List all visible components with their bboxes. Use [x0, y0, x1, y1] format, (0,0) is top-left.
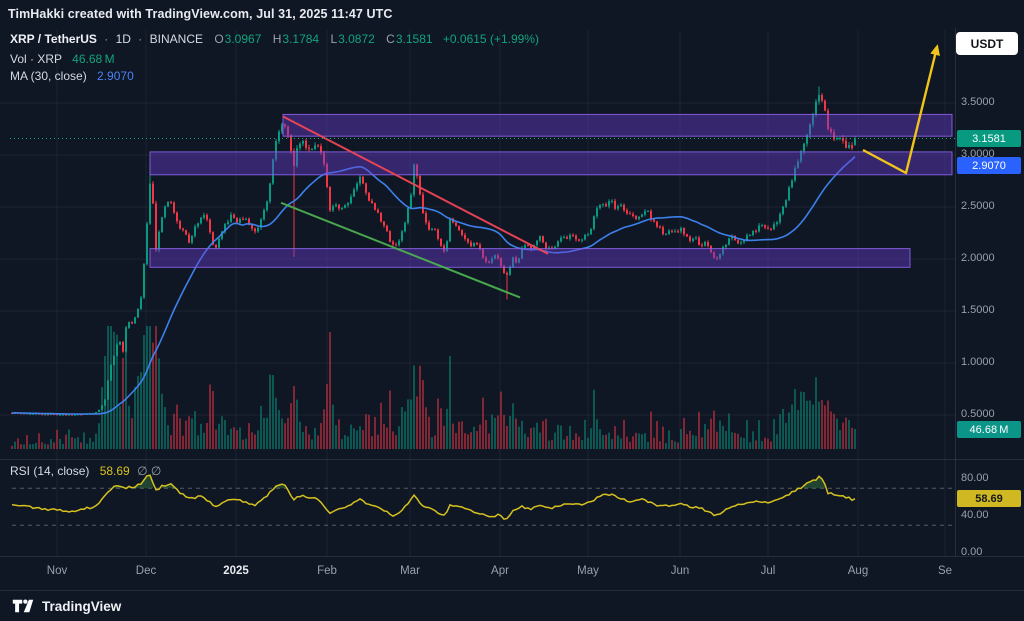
- rsi-value-badge: 58.69: [957, 490, 1021, 507]
- ma-label: MA (30, close): [10, 69, 87, 83]
- rsi-value: 58.69: [99, 464, 130, 478]
- ma-value-badge: 2.9070: [957, 157, 1021, 174]
- attribution-text: TimHakki created with TradingView.com, J…: [8, 7, 393, 21]
- volume-value: 46.68 M: [72, 52, 115, 66]
- symbol-name: XRP / TetherUS: [10, 32, 97, 46]
- last-price-badge: 3.1581: [957, 130, 1021, 147]
- volume-legend[interactable]: Vol · XRP 46.68 M: [10, 52, 115, 66]
- open-label: O: [214, 32, 224, 46]
- close-label: C: [386, 32, 395, 46]
- rsi-legend[interactable]: RSI (14, close) 58.69 ∅ ∅: [10, 464, 165, 478]
- low-label: L: [330, 32, 338, 46]
- ma-legend[interactable]: MA (30, close) 2.9070: [10, 69, 134, 83]
- close-value: 3.1581: [395, 32, 433, 46]
- interval-label: 1D: [115, 32, 131, 46]
- high-value: 3.1784: [282, 32, 320, 46]
- tradingview-brand-text: TradingView: [42, 598, 122, 614]
- main-series-legend[interactable]: XRP / TetherUS · 1D · BINANCE O3.0967 H3…: [10, 32, 539, 46]
- volume-value-badge: 46.68 M: [957, 421, 1021, 438]
- currency-toggle-button[interactable]: USDT: [956, 32, 1018, 55]
- separator-dot: ·: [104, 32, 109, 46]
- low-value: 3.0872: [338, 32, 375, 46]
- volume-label: Vol · XRP: [10, 52, 62, 66]
- attribution-bar: TimHakki created with TradingView.com, J…: [8, 7, 393, 21]
- open-value: 3.0967: [224, 32, 262, 46]
- exchange-label: BINANCE: [149, 32, 203, 46]
- rsi-label: RSI (14, close): [10, 464, 90, 478]
- separator-dot: ·: [138, 32, 143, 46]
- rsi-hidden-icons: ∅ ∅: [137, 464, 162, 478]
- tradingview-logo-icon[interactable]: [12, 598, 34, 614]
- change-value: +0.0615 (+1.99%): [442, 32, 539, 46]
- high-label: H: [272, 32, 282, 46]
- bottom-toolbar: TradingView: [0, 590, 1024, 621]
- ma-value: 2.9070: [97, 69, 134, 83]
